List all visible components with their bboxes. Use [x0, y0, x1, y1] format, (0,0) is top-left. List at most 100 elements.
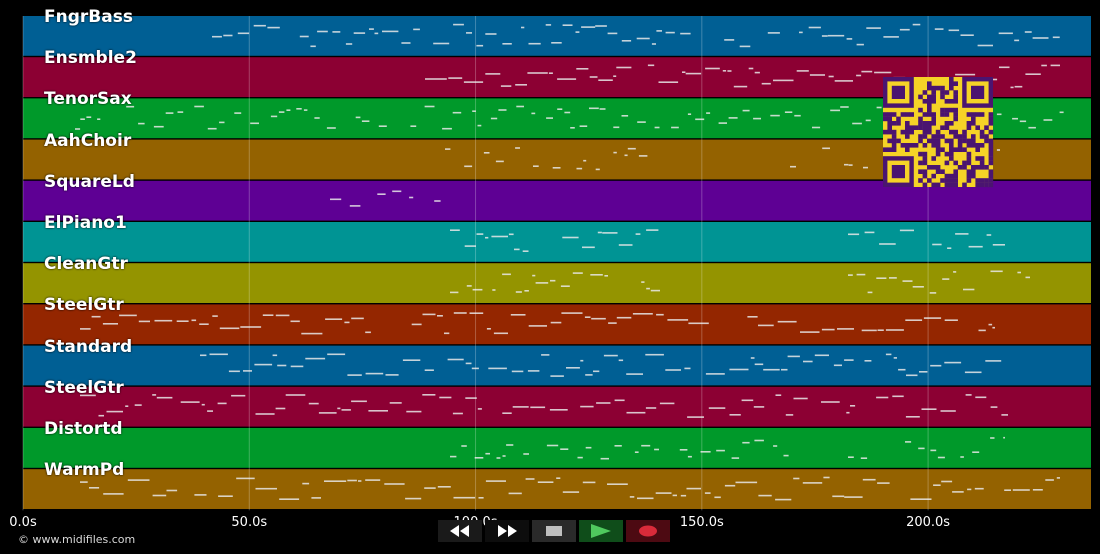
- note: [302, 482, 310, 485]
- note: [466, 285, 472, 287]
- note: [1028, 126, 1036, 129]
- note: [846, 411, 850, 414]
- note: [279, 498, 300, 500]
- note: [564, 111, 571, 114]
- note: [474, 457, 484, 459]
- note: [761, 82, 771, 85]
- note: [1050, 64, 1060, 67]
- track-lane: [23, 222, 1091, 262]
- note: [483, 152, 490, 154]
- note: [799, 31, 803, 34]
- note: [602, 232, 618, 234]
- note: [844, 359, 854, 361]
- note: [848, 456, 854, 458]
- note: [865, 119, 871, 122]
- note: [546, 117, 553, 119]
- note: [735, 481, 758, 484]
- note: [176, 320, 189, 322]
- note: [485, 236, 489, 239]
- note: [889, 277, 897, 279]
- note: [960, 456, 964, 458]
- note: [223, 34, 233, 37]
- record-button[interactable]: [626, 520, 670, 542]
- note: [708, 407, 726, 409]
- note: [527, 370, 540, 372]
- note: [650, 289, 660, 292]
- play-icon: [591, 524, 611, 538]
- note: [452, 412, 463, 415]
- note: [930, 364, 942, 367]
- note: [671, 126, 679, 129]
- note: [626, 411, 646, 414]
- note: [165, 112, 174, 114]
- note: [968, 245, 983, 248]
- fast-forward-icon: [498, 525, 517, 537]
- note: [803, 360, 813, 363]
- rewind-icon: [450, 525, 469, 537]
- note: [401, 42, 411, 44]
- note: [478, 497, 484, 499]
- note: [327, 353, 346, 356]
- note: [944, 319, 958, 321]
- note: [834, 80, 853, 82]
- note: [1052, 36, 1060, 39]
- note: [996, 149, 1000, 151]
- note: [351, 317, 364, 320]
- note: [898, 368, 906, 371]
- note: [369, 28, 374, 30]
- note: [714, 496, 721, 499]
- note: [447, 358, 464, 361]
- note: [589, 107, 599, 110]
- note: [862, 478, 876, 481]
- note: [125, 405, 129, 407]
- note: [763, 368, 780, 371]
- note: [929, 292, 937, 294]
- note: [682, 71, 686, 73]
- note: [453, 496, 476, 499]
- note: [967, 488, 972, 491]
- note: [848, 274, 853, 276]
- note: [700, 451, 711, 453]
- note: [138, 320, 150, 323]
- note: [212, 35, 222, 38]
- note: [940, 410, 956, 412]
- note: [899, 28, 910, 31]
- note: [477, 408, 482, 410]
- note: [450, 229, 460, 231]
- note: [491, 235, 508, 238]
- note: [758, 324, 774, 327]
- note: [464, 165, 473, 168]
- note: [844, 496, 863, 498]
- note: [867, 291, 873, 294]
- note: [742, 441, 750, 444]
- note: [1024, 31, 1032, 33]
- note: [856, 74, 862, 77]
- note: [250, 122, 259, 125]
- stop-button[interactable]: [532, 520, 576, 542]
- note: [550, 279, 556, 282]
- track-lane: [23, 386, 1091, 427]
- note: [409, 196, 414, 199]
- note: [706, 112, 711, 114]
- note: [308, 402, 319, 405]
- note: [748, 67, 754, 70]
- fast-forward-button[interactable]: [485, 520, 529, 542]
- rewind-button[interactable]: [438, 520, 482, 542]
- note: [368, 410, 388, 412]
- play-button[interactable]: [579, 520, 623, 542]
- note: [783, 454, 789, 457]
- note: [349, 205, 361, 207]
- note: [930, 449, 937, 452]
- note: [557, 78, 577, 80]
- note: [614, 445, 622, 447]
- note: [787, 355, 800, 358]
- note: [684, 367, 691, 370]
- note: [802, 482, 823, 484]
- note: [324, 480, 347, 482]
- note: [550, 321, 562, 324]
- note: [767, 32, 780, 34]
- note: [541, 354, 550, 356]
- note: [89, 487, 100, 489]
- note: [267, 26, 280, 29]
- note: [833, 364, 842, 367]
